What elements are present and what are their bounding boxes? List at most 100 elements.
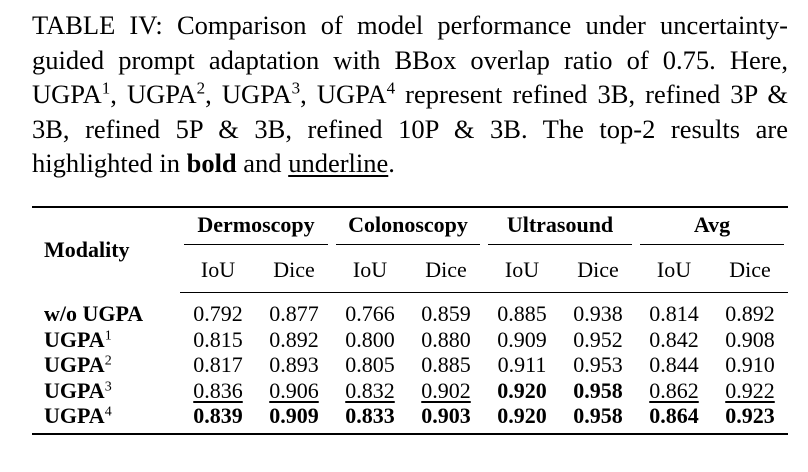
cell-value: 0.958 bbox=[573, 403, 623, 428]
caption-mid: represent refined 3B, refined 3P & 3B, r… bbox=[32, 79, 789, 178]
cell-value: 0.922 bbox=[725, 377, 775, 403]
cell-value: 0.817 bbox=[193, 352, 243, 377]
table-cell: 0.842 bbox=[636, 327, 712, 353]
subheader-dice: Dice bbox=[256, 248, 332, 293]
subheader-dice: Dice bbox=[712, 248, 788, 293]
results-table: Modality Dermoscopy Colonoscopy Ultrasou… bbox=[32, 206, 788, 435]
group-header-colonoscopy: Colonoscopy bbox=[336, 212, 480, 245]
subheader-iou: IoU bbox=[636, 248, 712, 293]
caption-method-2: UGPA bbox=[126, 79, 197, 109]
cell-value: 0.958 bbox=[573, 377, 623, 403]
table-cell: 0.839 bbox=[180, 403, 256, 435]
cell-value: 0.836 bbox=[193, 377, 243, 403]
cell-value: 0.893 bbox=[269, 352, 319, 377]
cell-value: 0.902 bbox=[421, 377, 471, 403]
table-cell: 0.817 bbox=[180, 352, 256, 378]
caption-sep-1: , bbox=[110, 79, 127, 109]
cell-value: 0.909 bbox=[497, 326, 547, 352]
caption-method-4: UGPA bbox=[316, 79, 387, 109]
table-cell: 0.893 bbox=[256, 352, 332, 378]
table-cell: 0.906 bbox=[256, 378, 332, 404]
cell-value: 0.909 bbox=[269, 403, 319, 428]
table-cell: 0.815 bbox=[180, 327, 256, 353]
cell-value: 0.766 bbox=[345, 301, 395, 326]
table-cell: 0.938 bbox=[560, 301, 636, 327]
cell-value: 0.952 bbox=[573, 326, 623, 352]
row-label: UGPA1 bbox=[32, 327, 180, 353]
cell-value: 0.892 bbox=[725, 301, 775, 326]
subheader-iou: IoU bbox=[332, 248, 408, 293]
table-cell: 0.766 bbox=[332, 301, 408, 327]
cell-value: 0.923 bbox=[725, 403, 775, 428]
cell-value: 0.839 bbox=[193, 403, 243, 428]
row-label: UGPA4 bbox=[32, 403, 180, 435]
cell-value: 0.938 bbox=[573, 301, 623, 326]
cell-value: 0.832 bbox=[345, 377, 395, 403]
cell-value: 0.805 bbox=[345, 352, 395, 377]
table-cell: 0.844 bbox=[636, 352, 712, 378]
table-cell: 0.910 bbox=[712, 352, 788, 378]
subheader-dice: Dice bbox=[560, 248, 636, 293]
table-cell: 0.880 bbox=[408, 327, 484, 353]
table-cell: 0.892 bbox=[712, 301, 788, 327]
table-cell: 0.862 bbox=[636, 378, 712, 404]
modality-header: Modality bbox=[32, 206, 180, 293]
table-cell: 0.885 bbox=[484, 301, 560, 327]
table-row: UGPA1 0.815 0.892 0.800 0.880 0.909 0.952 0.842… bbox=[32, 327, 788, 353]
caption-prefix: TABLE IV: Comparison of model performanc… bbox=[32, 10, 788, 75]
table-row: UGPA4 0.839 0.909 0.833 0.903 0.920 0.958 0.864… bbox=[32, 403, 788, 435]
table-cell: 0.908 bbox=[712, 327, 788, 353]
subheader-iou: IoU bbox=[484, 248, 560, 293]
subheader-iou: IoU bbox=[180, 248, 256, 293]
row-label-superscript: 4 bbox=[104, 404, 112, 420]
cell-value: 0.920 bbox=[497, 377, 547, 403]
table-cell: 0.805 bbox=[332, 352, 408, 378]
cell-value: 0.859 bbox=[421, 301, 471, 326]
table-cell: 0.832 bbox=[332, 378, 408, 404]
caption-sup-3: 3 bbox=[291, 78, 301, 98]
row-label-superscript: 3 bbox=[104, 378, 112, 394]
cell-value: 0.906 bbox=[269, 377, 319, 403]
row-label: UGPA2 bbox=[32, 352, 180, 378]
cell-value: 0.864 bbox=[649, 403, 699, 428]
table-row: w/o UGPA 0.792 0.877 0.766 0.859 0.885 0.938 0.… bbox=[32, 301, 788, 327]
table-cell: 0.800 bbox=[332, 327, 408, 353]
row-label-text: UGPA bbox=[44, 377, 105, 403]
cell-value: 0.862 bbox=[649, 377, 699, 403]
table-cell: 0.885 bbox=[408, 352, 484, 378]
cell-value: 0.892 bbox=[269, 326, 319, 352]
table-cell: 0.952 bbox=[560, 327, 636, 353]
cell-value: 0.908 bbox=[725, 326, 775, 352]
table-cell: 0.836 bbox=[180, 378, 256, 404]
cell-value: 0.911 bbox=[497, 352, 547, 377]
cell-value: 0.920 bbox=[497, 403, 547, 428]
table-cell: 0.864 bbox=[636, 403, 712, 435]
caption-sep-3: , bbox=[300, 79, 317, 109]
table-cell: 0.792 bbox=[180, 301, 256, 327]
row-label: w/o UGPA bbox=[32, 301, 180, 327]
caption-method-3: UGPA bbox=[221, 79, 292, 109]
cell-value: 0.880 bbox=[421, 326, 471, 352]
table-cell: 0.920 bbox=[484, 403, 560, 435]
table-cell: 0.923 bbox=[712, 403, 788, 435]
caption-sup-1: 1 bbox=[101, 78, 111, 98]
caption-sup-4: 4 bbox=[386, 78, 396, 98]
row-label-superscript: 1 bbox=[104, 327, 112, 343]
cell-value: 0.910 bbox=[725, 352, 775, 377]
table-cell: 0.892 bbox=[256, 327, 332, 353]
table-caption: TABLE IV: Comparison of model performanc… bbox=[32, 8, 788, 181]
table-cell: 0.953 bbox=[560, 352, 636, 378]
table-cell: 0.859 bbox=[408, 301, 484, 327]
table-cell: 0.958 bbox=[560, 403, 636, 435]
table-cell: 0.909 bbox=[484, 327, 560, 353]
cell-value: 0.877 bbox=[269, 301, 319, 326]
cell-value: 0.800 bbox=[345, 326, 395, 352]
row-label: UGPA3 bbox=[32, 378, 180, 404]
cell-value: 0.833 bbox=[345, 403, 395, 428]
cell-value: 0.792 bbox=[193, 301, 243, 326]
subheader-dice: Dice bbox=[408, 248, 484, 293]
cell-value: 0.815 bbox=[193, 326, 243, 352]
table-row: UGPA3 0.836 0.906 0.832 0.902 0.920 0.958 0.862… bbox=[32, 378, 788, 404]
caption-sep-2: , bbox=[205, 79, 222, 109]
table-cell: 0.922 bbox=[712, 378, 788, 404]
